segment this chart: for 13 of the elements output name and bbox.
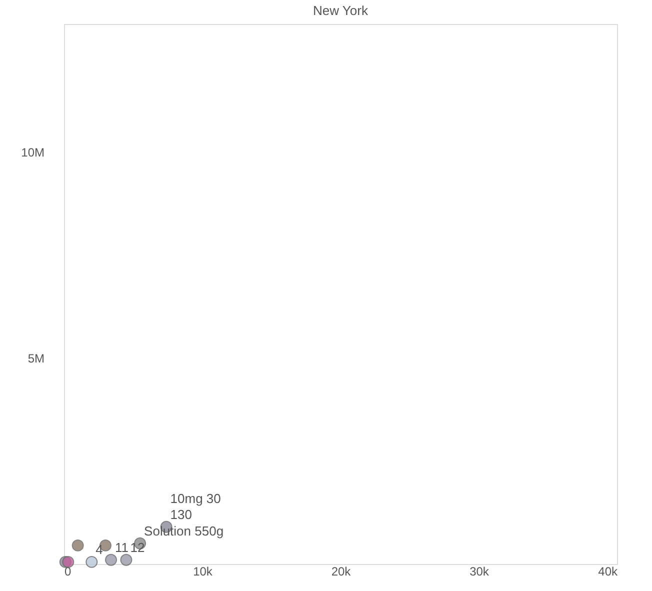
x-tick-label: 30k	[470, 564, 490, 578]
chart-title: New York	[313, 3, 368, 18]
annotation: 4	[96, 542, 103, 557]
x-tick-label: 20k	[331, 564, 352, 578]
x-tick-label: 0	[64, 564, 72, 578]
annotation: 11	[115, 540, 129, 555]
annotation: 130	[170, 506, 192, 522]
x-tick-label: 10k	[193, 564, 214, 578]
x-tick-label: 40k	[598, 564, 618, 578]
y-tick-label: 5M	[28, 351, 44, 366]
y-tick-label: 10M	[21, 145, 45, 160]
annotation: Solution 550g	[144, 523, 224, 538]
annotation: 10mg 30	[170, 490, 221, 506]
